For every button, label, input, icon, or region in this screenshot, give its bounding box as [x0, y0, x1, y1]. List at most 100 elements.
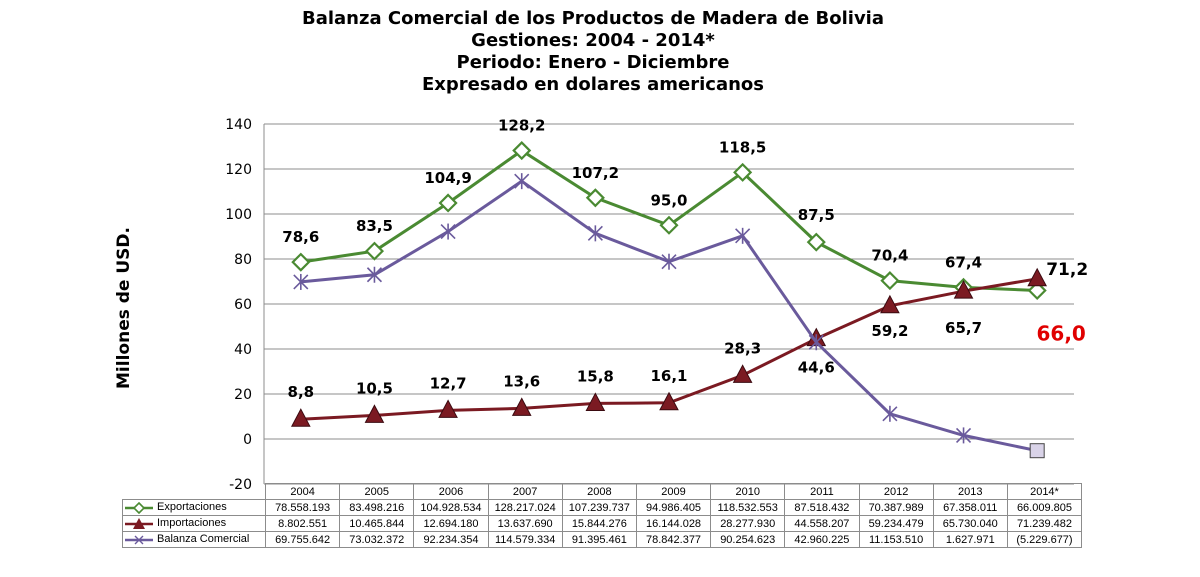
- point-balanza-comercial: [1029, 443, 1045, 459]
- data-label-exportaciones: 70,4: [871, 247, 908, 265]
- table-year-header: 2013: [932, 483, 1008, 500]
- point-importaciones: [438, 399, 458, 418]
- line-chart: -2002040608010012014078,683,5104,9128,21…: [225, 117, 1088, 490]
- table-corner-cell: [122, 483, 266, 500]
- chart-subtitle-gestiones: Gestiones: 2004 - 2014*: [471, 30, 715, 51]
- table-cell: 1.627.971: [932, 531, 1008, 548]
- table-cell: 13.637.690: [487, 515, 563, 532]
- point-balanza-comercial: [955, 427, 972, 444]
- table-year-header: 2006: [413, 483, 489, 500]
- data-label-importaciones: 16,1: [650, 367, 687, 385]
- data-label-exportaciones: 67,4: [945, 253, 982, 271]
- data-label-exportaciones: 83,5: [356, 217, 393, 235]
- table-cell: 71.239.482: [1006, 515, 1083, 532]
- point-importaciones: [659, 391, 679, 411]
- table-year-header: 2012: [858, 483, 934, 500]
- data-label-exportaciones: 95,0: [650, 191, 687, 209]
- y-tick-label: 120: [225, 162, 252, 178]
- table-year-header: 2010: [710, 483, 786, 500]
- point-exportaciones: [585, 188, 605, 208]
- data-label-exportaciones: 87,5: [798, 206, 835, 224]
- chart-subtitle-units: Expresado en dolares americanos: [421, 74, 765, 95]
- point-balanza-comercial: [808, 334, 824, 351]
- table-series-label: Importaciones: [122, 515, 266, 532]
- table-cell: 114.579.334: [487, 531, 563, 548]
- point-balanza-comercial: [735, 227, 751, 244]
- table-year-header: 2007: [487, 483, 563, 500]
- table-cell: 104.928.534: [413, 499, 489, 516]
- point-exportaciones: [438, 193, 458, 213]
- point-importaciones: [880, 294, 900, 314]
- point-balanza-comercial: [661, 253, 677, 270]
- table-cell: 65.730.040: [932, 515, 1008, 532]
- table-cell: 70.387.989: [858, 499, 934, 516]
- data-label-importaciones: 15,8: [577, 367, 614, 385]
- data-label-importaciones: 44,6: [798, 359, 835, 377]
- point-importaciones: [1027, 267, 1048, 287]
- y-tick-label: 100: [225, 207, 252, 223]
- table-series-label: Exportaciones: [122, 499, 266, 516]
- table-cell: 15.844.276: [561, 515, 637, 532]
- table-year-header: 2011: [784, 483, 860, 500]
- table-cell: 11.153.510: [858, 531, 934, 548]
- table-cell: 69.755.642: [264, 531, 341, 548]
- point-exportaciones: [1027, 280, 1047, 301]
- table-row: Balanza Comercial 69.755.642 73.032.372 92.…: [122, 531, 1083, 548]
- point-balanza-comercial: [293, 273, 309, 290]
- series-name: Balanza Comercial: [157, 533, 250, 546]
- table-cell: 59.234.479: [858, 515, 934, 532]
- legend-key-icon: [125, 517, 153, 529]
- chart-titles: Balanza Comercial de los Productos de Ma…: [0, 8, 1186, 96]
- legend-key-icon: [125, 535, 153, 545]
- y-tick-label: 140: [225, 117, 252, 133]
- point-exportaciones: [364, 241, 385, 261]
- point-importaciones: [732, 364, 753, 383]
- point-importaciones: [511, 397, 532, 416]
- table-series-label: Balanza Comercial: [122, 531, 266, 548]
- point-exportaciones: [659, 215, 679, 235]
- data-table: 2004 2005 2006 2007 2008 2009 2010 2011 2012 2013…: [122, 483, 1083, 548]
- table-cell: 12.694.180: [413, 515, 489, 532]
- table-cell: 8.802.551: [264, 515, 341, 532]
- table-cell: (5.229.677): [1006, 531, 1083, 548]
- data-label-importaciones: 71,2: [1046, 260, 1088, 280]
- table-row: Importaciones 8.802.551 10.465.844 12.694.1…: [122, 515, 1083, 532]
- point-exportaciones: [733, 162, 753, 182]
- point-balanza-comercial: [366, 266, 383, 283]
- data-label-importaciones: 10,5: [356, 379, 393, 397]
- table-year-header: 2004: [264, 483, 341, 500]
- data-label-importaciones: 28,3: [724, 339, 761, 357]
- table-cell: 42.960.225: [784, 531, 860, 548]
- table-cell: 87.518.432: [784, 499, 860, 516]
- data-label-exportaciones: 66,0: [1037, 322, 1086, 346]
- y-tick-label: 80: [234, 252, 252, 268]
- point-importaciones: [364, 404, 385, 423]
- table-year-header: 2009: [635, 483, 712, 500]
- series-name: Exportaciones: [157, 501, 227, 514]
- point-exportaciones: [291, 252, 311, 272]
- table-header-row: 2004 2005 2006 2007 2008 2009 2010 2011 2012 2013…: [122, 483, 1083, 500]
- table-row: Exportaciones 78.558.193 83.498.216 104.928…: [122, 499, 1083, 516]
- table-year-header: 2005: [339, 483, 415, 500]
- point-exportaciones: [512, 140, 532, 161]
- table-cell: 67.358.011: [932, 499, 1008, 516]
- y-tick-label: 60: [234, 297, 252, 313]
- table-cell: 91.395.461: [561, 531, 637, 548]
- y-tick-label: 0: [243, 432, 252, 448]
- chart-subtitle-periodo: Periodo: Enero - Diciembre: [456, 52, 730, 73]
- table-cell: 66.009.805: [1006, 499, 1083, 516]
- table-cell: 83.498.216: [339, 499, 415, 516]
- data-label-importaciones: 59,2: [871, 322, 908, 340]
- legend-key-icon: [125, 501, 153, 514]
- data-label-importaciones: 12,7: [430, 374, 467, 392]
- table-cell: 92.234.354: [413, 531, 489, 548]
- data-label-exportaciones: 118,5: [719, 138, 766, 156]
- table-year-header: 2008: [561, 483, 637, 500]
- point-importaciones: [953, 280, 974, 299]
- data-label-exportaciones: 104,9: [424, 169, 471, 187]
- data-label-importaciones: 13,6: [503, 372, 540, 390]
- table-cell: 90.254.623: [710, 531, 786, 548]
- y-tick-label: 20: [234, 387, 252, 403]
- y-tick-label: 40: [234, 342, 252, 358]
- table-year-header: 2014*: [1006, 483, 1083, 500]
